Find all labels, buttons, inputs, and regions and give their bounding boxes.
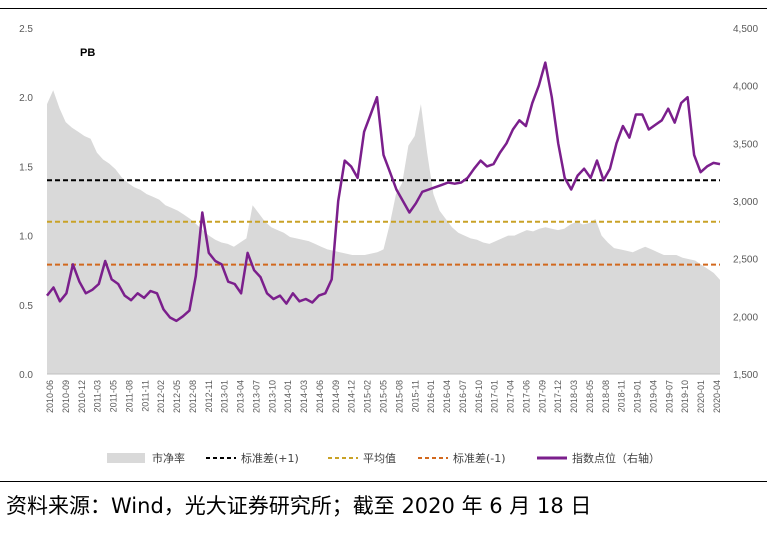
x-tick-label: 2019-01 — [633, 380, 643, 413]
left-tick-label: 1.5 — [19, 162, 33, 173]
x-tick-label: 2013-01 — [220, 380, 230, 413]
x-tick-label: 2017-12 — [553, 380, 563, 413]
left-tick-label: 2.0 — [19, 93, 33, 104]
right-tick-label: 3,000 — [733, 197, 758, 208]
x-tick-label: 2013-10 — [267, 380, 277, 413]
left-tick-label: 0.0 — [19, 370, 33, 381]
index-line — [46, 61, 721, 323]
x-tick-label: 2015-02 — [363, 380, 373, 413]
x-tick-label: 2015-05 — [379, 380, 389, 413]
x-tick-label: 2014-06 — [315, 380, 325, 413]
x-tick-label: 2013-07 — [252, 380, 262, 413]
x-axis: 2010-06 2010-09 2010-12 2011-03 2011-05 2011-… — [45, 373, 722, 413]
x-tick-label: 2014-12 — [347, 380, 357, 413]
top-rule — [0, 8, 767, 9]
right-axis: 1,500 2,000 2,500 3,000 3,500 4,000 4,500 — [733, 24, 758, 381]
x-tick-label: 2012-08 — [188, 380, 198, 413]
legend-item-std-minus: 标准差(-1) — [418, 451, 506, 465]
left-tick-label: 1.0 — [19, 232, 33, 243]
x-tick-label: 2018-08 — [601, 380, 611, 413]
x-tick-label: 2011-05 — [109, 380, 119, 412]
right-tick-label: 2,000 — [733, 312, 758, 323]
x-tick-label: 2011-08 — [124, 380, 134, 412]
x-tick-label: 2010-12 — [77, 380, 87, 413]
legend-label-index: 指数点位（右轴） — [572, 451, 660, 465]
x-tick-label: 2015-08 — [394, 380, 404, 413]
x-tick-label: 2012-05 — [172, 380, 182, 413]
reference-lines-layer — [47, 179, 720, 266]
legend-swatch-pb — [107, 453, 145, 463]
pb-area-layer — [47, 90, 720, 375]
x-tick-label: 2017-06 — [521, 380, 531, 413]
x-tick-label: 2016-01 — [426, 380, 436, 413]
x-tick-label: 2019-04 — [649, 380, 659, 413]
legend-item-pb: 市净率 — [107, 451, 185, 465]
x-tick-label: 2016-07 — [458, 380, 468, 413]
x-tick-label: 2018-05 — [585, 380, 595, 413]
legend-label-std-plus: 标准差(+1) — [241, 451, 299, 465]
x-tick-label: 2017-04 — [506, 380, 516, 413]
x-tick-label: 2010-09 — [61, 380, 71, 413]
x-tick-label: 2012-11 — [204, 380, 214, 412]
x-tick-label: 2020-04 — [712, 380, 722, 413]
x-tick-label: 2014-03 — [299, 380, 309, 413]
left-tick-label: 2.5 — [19, 24, 33, 35]
x-tick-label: 2015-11 — [410, 380, 420, 412]
x-tick-label: 2016-10 — [474, 380, 484, 413]
x-tick-label: 2014-01 — [283, 380, 293, 413]
x-tick-label: 2020-01 — [696, 380, 706, 413]
x-tick-label: 2012-02 — [156, 380, 166, 413]
right-tick-label: 1,500 — [733, 370, 758, 381]
legend-item-std-plus: 标准差(+1) — [206, 451, 299, 465]
x-tick-label: 2011-11 — [140, 380, 150, 412]
left-tick-label: 0.5 — [19, 301, 33, 312]
x-tick-label: 2017-01 — [490, 380, 500, 413]
left-axis: 0.0 0.5 1.0 1.5 2.0 2.5 — [19, 24, 33, 381]
x-tick-label: 2019-10 — [680, 380, 690, 413]
right-tick-label: 3,500 — [733, 139, 758, 150]
x-tick-label: 2019-07 — [664, 380, 674, 413]
chart-title: PB — [80, 47, 95, 59]
legend-label-pb: 市净率 — [152, 451, 185, 465]
bottom-rule — [0, 481, 767, 482]
legend: 市净率 标准差(+1) 平均值 标准差(-1) 指数点位（右轴） — [107, 451, 660, 465]
x-tick-label: 2016-04 — [442, 380, 452, 413]
legend-item-mean: 平均值 — [328, 452, 396, 465]
right-tick-label: 4,000 — [733, 82, 758, 93]
x-tick-label: 2010-06 — [45, 380, 55, 413]
right-tick-label: 2,500 — [733, 255, 758, 266]
legend-label-mean: 平均值 — [363, 452, 396, 465]
x-tick-label: 2018-03 — [569, 380, 579, 413]
x-tick-label: 2018-11 — [617, 380, 627, 412]
legend-item-index: 指数点位（右轴） — [537, 451, 660, 465]
x-tick-label: 2017-09 — [537, 380, 547, 413]
x-tick-label: 2013-04 — [236, 380, 246, 413]
right-tick-label: 4,500 — [733, 24, 758, 35]
pb-chart: 0.0 0.5 1.0 1.5 2.0 2.5 1,500 2,000 2,500 3,000 3… — [19, 24, 758, 465]
pb-area — [47, 90, 720, 375]
x-tick-label: 2011-03 — [93, 380, 103, 412]
chart-area: 0.0 0.5 1.0 1.5 2.0 2.5 1,500 2,000 2,500 3,000 3… — [19, 24, 758, 465]
index-line-layer — [46, 61, 721, 323]
x-tick-label: 2014-09 — [331, 380, 341, 413]
legend-label-std-minus: 标准差(-1) — [453, 451, 506, 465]
source-note: 资料来源：Wind，光大证券研究所；截至 2020 年 6 月 18 日 — [6, 494, 592, 518]
